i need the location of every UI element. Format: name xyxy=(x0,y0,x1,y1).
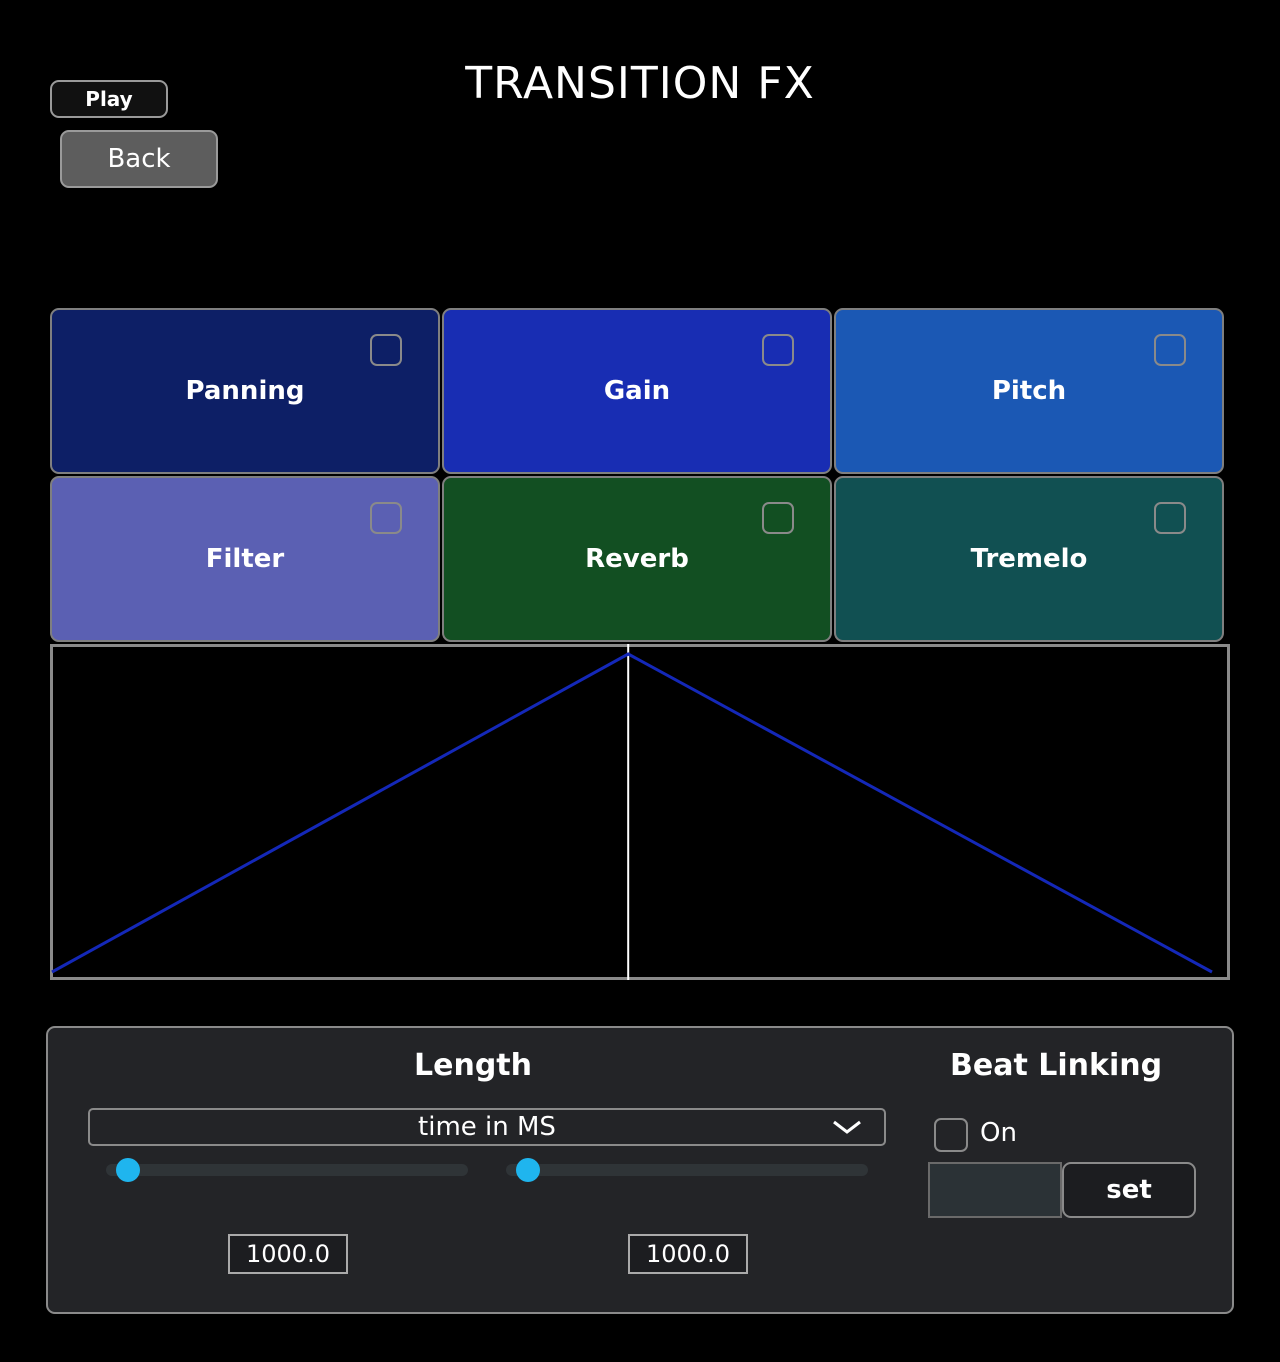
length-mode-select[interactable]: time in MS xyxy=(88,1108,886,1146)
effect-checkbox-gain[interactable] xyxy=(762,334,794,366)
effect-tile-gain[interactable]: Gain xyxy=(442,308,832,474)
page-title: TRANSITION FX xyxy=(465,58,815,109)
effect-label: Filter xyxy=(205,544,285,574)
length-slider-left[interactable] xyxy=(106,1158,468,1182)
length-slider-right[interactable] xyxy=(506,1158,868,1182)
envelope-curve[interactable] xyxy=(51,652,1213,974)
effect-tile-pitch[interactable]: Pitch xyxy=(834,308,1224,474)
effect-tile-filter[interactable]: Filter xyxy=(50,476,440,642)
length-value-right[interactable]: 1000.0 xyxy=(628,1234,748,1274)
effect-label: Reverb xyxy=(585,544,689,574)
length-mode-value: time in MS xyxy=(418,1112,556,1142)
beat-linking-on-checkbox[interactable] xyxy=(934,1118,968,1152)
slider-thumb[interactable] xyxy=(515,1158,540,1182)
effect-label: Pitch xyxy=(991,376,1067,406)
beat-linking-heading: Beat Linking xyxy=(950,1048,1163,1083)
effect-checkbox-tremelo[interactable] xyxy=(1154,502,1186,534)
effect-label: Panning xyxy=(185,376,305,406)
back-button[interactable]: Back xyxy=(60,130,218,188)
effect-tile-reverb[interactable]: Reverb xyxy=(442,476,832,642)
chevron-down-icon xyxy=(833,1120,861,1134)
settings-panel: Length Beat Linking time in MS 1000.0 10… xyxy=(46,1026,1234,1314)
length-value-left[interactable]: 1000.0 xyxy=(228,1234,348,1274)
effect-checkbox-reverb[interactable] xyxy=(762,502,794,534)
effect-tile-panning[interactable]: Panning xyxy=(50,308,440,474)
beat-linking-on-label: On xyxy=(980,1118,1017,1148)
slider-thumb[interactable] xyxy=(115,1158,140,1182)
length-heading: Length xyxy=(414,1048,532,1083)
beat-linking-input[interactable] xyxy=(928,1162,1062,1218)
effect-checkbox-filter[interactable] xyxy=(370,502,402,534)
effect-label: Tremelo xyxy=(970,544,1088,574)
effect-checkbox-pitch[interactable] xyxy=(1154,334,1186,366)
effect-label: Gain xyxy=(603,376,671,406)
play-button[interactable]: Play xyxy=(50,80,168,118)
effect-checkbox-panning[interactable] xyxy=(370,334,402,366)
set-button[interactable]: set xyxy=(1062,1162,1196,1218)
effect-tile-tremelo[interactable]: Tremelo xyxy=(834,476,1224,642)
envelope-canvas[interactable] xyxy=(50,644,1230,980)
envelope-graph[interactable] xyxy=(50,644,1230,980)
